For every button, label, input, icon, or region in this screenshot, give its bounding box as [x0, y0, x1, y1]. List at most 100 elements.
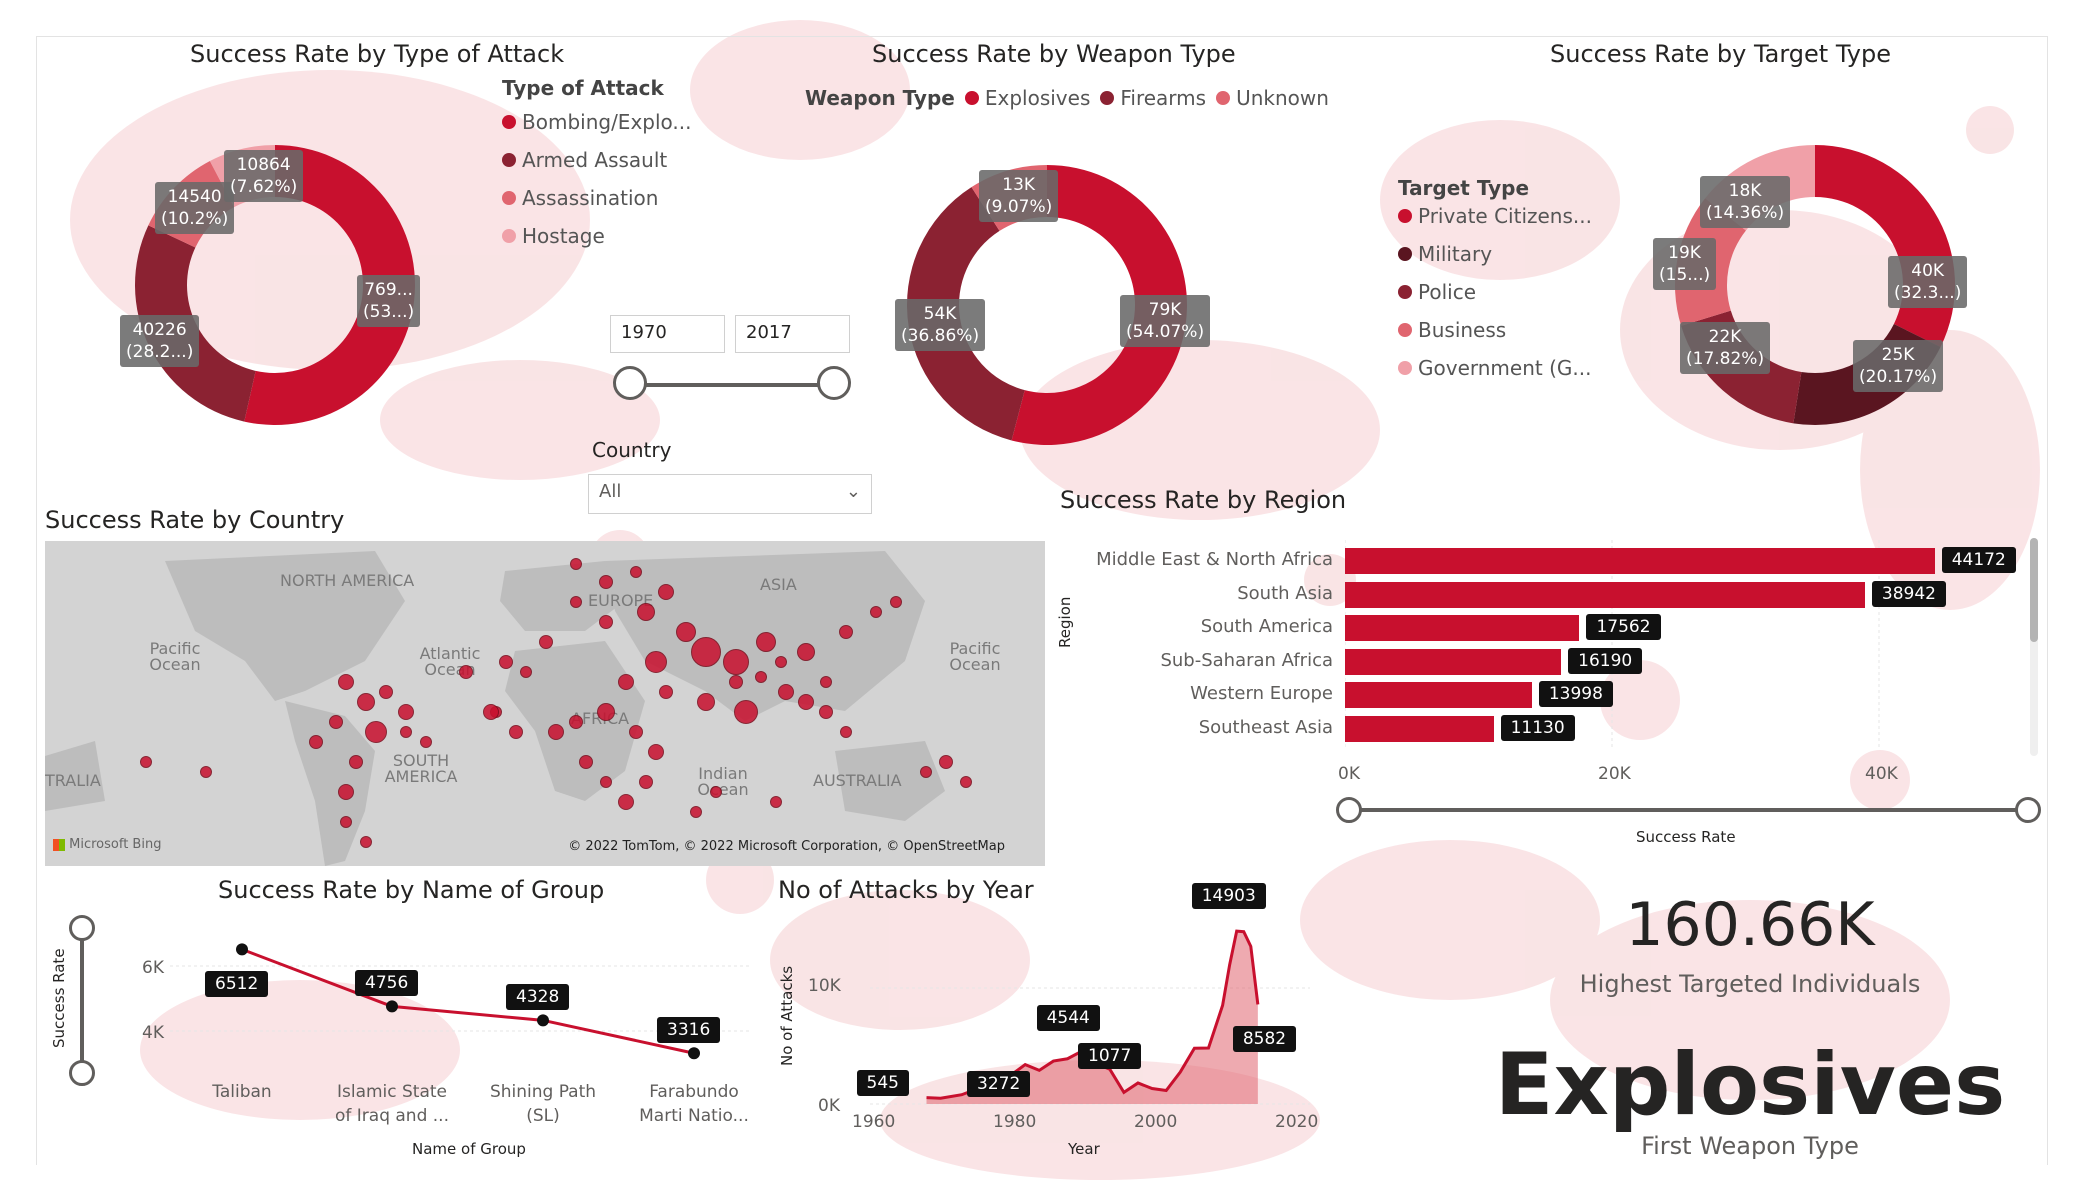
map-bubble[interactable] — [920, 766, 932, 778]
legend-item-business[interactable]: Business — [1398, 318, 1592, 342]
map-bubble[interactable] — [357, 693, 375, 711]
legend-item-unknown[interactable]: Unknown — [1216, 86, 1329, 110]
map-bubble[interactable] — [618, 794, 634, 810]
map-bubble[interactable] — [723, 649, 749, 675]
map-bubble[interactable] — [379, 685, 393, 699]
map-bubble[interactable] — [509, 725, 523, 739]
country-dropdown[interactable]: All ⌄ — [588, 474, 872, 514]
map-bubble[interactable] — [729, 675, 743, 689]
map-bubble[interactable] — [420, 736, 432, 748]
map-bubble[interactable] — [548, 724, 564, 740]
region-bar[interactable] — [1345, 615, 1580, 641]
region-bar[interactable] — [1345, 715, 1494, 742]
map-bubble[interactable] — [639, 775, 653, 789]
map-bubble[interactable] — [645, 651, 667, 673]
country-map[interactable]: NORTH AMERICA EUROPE ASIA Pacific Ocean … — [45, 541, 1045, 866]
group-line-chart[interactable] — [170, 930, 770, 1100]
map-bubble[interactable] — [840, 726, 852, 738]
map-bubble[interactable] — [340, 816, 352, 828]
map-bubble[interactable] — [570, 558, 582, 570]
legend-item-firearms[interactable]: Firearms — [1100, 86, 1206, 110]
group-range-handle-top[interactable] — [69, 915, 95, 941]
map-bubble[interactable] — [775, 656, 787, 668]
map-bubble[interactable] — [676, 622, 696, 642]
region-bar[interactable] — [1345, 581, 1865, 608]
map-bubble[interactable] — [691, 637, 721, 667]
map-bubble[interactable] — [839, 625, 853, 639]
map-bubble[interactable] — [756, 632, 776, 652]
legend-item-private-citizens[interactable]: Private Citizens... — [1398, 204, 1592, 228]
map-bubble[interactable] — [870, 606, 882, 618]
map-bubble[interactable] — [599, 615, 613, 629]
map-bubble[interactable] — [629, 725, 643, 739]
legend-item-hostage[interactable]: Hostage — [502, 224, 691, 248]
map-bubble[interactable] — [520, 666, 532, 678]
region-scrollbar[interactable] — [2030, 538, 2038, 756]
map-bubble[interactable] — [819, 705, 833, 719]
map-bubble[interactable] — [329, 715, 343, 729]
map-bubble[interactable] — [697, 693, 715, 711]
map-bubble[interactable] — [600, 776, 612, 788]
map-bubble[interactable] — [200, 766, 212, 778]
map-bubble[interactable] — [618, 674, 634, 690]
map-bubble[interactable] — [499, 655, 513, 669]
group-point[interactable] — [236, 943, 248, 956]
map-bubble[interactable] — [365, 721, 387, 743]
donut-slice[interactable] — [907, 187, 1025, 441]
map-bubble[interactable] — [734, 700, 758, 724]
map-bubble[interactable] — [798, 694, 814, 710]
legend-item-armed-assault[interactable]: Armed Assault — [502, 148, 691, 172]
map-bubble[interactable] — [658, 584, 674, 600]
donut-slice[interactable] — [244, 145, 416, 425]
legend-item-police[interactable]: Police — [1398, 280, 1592, 304]
region-bar[interactable] — [1345, 648, 1562, 675]
map-bubble[interactable] — [140, 756, 152, 768]
map-attribution[interactable]: © 2022 TomTom, © 2022 Microsoft Corporat… — [568, 839, 1005, 854]
legend-item-bombing[interactable]: Bombing/Explo... — [502, 110, 691, 134]
group-point[interactable] — [688, 1047, 700, 1060]
map-bubble[interactable] — [398, 704, 414, 720]
map-bubble[interactable] — [820, 676, 832, 688]
year-to-input[interactable]: 2017 — [735, 315, 850, 353]
region-scrollbar-thumb[interactable] — [2030, 538, 2038, 642]
map-bubble[interactable] — [939, 755, 953, 769]
map-bubble[interactable] — [569, 715, 583, 729]
year-slider-handle-end[interactable] — [817, 366, 851, 400]
map-bubble[interactable] — [890, 596, 902, 608]
group-point[interactable] — [537, 1014, 549, 1027]
region-range-handle-start[interactable] — [1336, 797, 1362, 823]
region-range-handle-end[interactable] — [2015, 797, 2041, 823]
map-bubble[interactable] — [960, 776, 972, 788]
map-bubble[interactable] — [630, 566, 642, 578]
group-range-handle-bottom[interactable] — [69, 1060, 95, 1086]
map-bubble[interactable] — [690, 806, 702, 818]
map-bubble[interactable] — [360, 836, 372, 848]
year-area-chart[interactable] — [870, 900, 1330, 1110]
map-bubble[interactable] — [778, 684, 794, 700]
map-bubble[interactable] — [338, 784, 354, 800]
map-bubble[interactable] — [459, 665, 473, 679]
donut-slice[interactable] — [1011, 165, 1187, 445]
map-bubble[interactable] — [637, 603, 655, 621]
legend-item-assassination[interactable]: Assassination — [502, 186, 691, 210]
year-slider-handle-start[interactable] — [613, 366, 647, 400]
map-bubble[interactable] — [710, 786, 722, 798]
map-bubble[interactable] — [797, 643, 815, 661]
map-bubble[interactable] — [648, 744, 664, 760]
donut-slice[interactable] — [1815, 145, 1955, 347]
legend-item-military[interactable]: Military — [1398, 242, 1592, 266]
map-bubble[interactable] — [570, 596, 582, 608]
region-bar[interactable] — [1345, 548, 1935, 574]
legend-item-explosives[interactable]: Explosives — [964, 86, 1090, 110]
legend-item-government[interactable]: Government (G... — [1398, 356, 1592, 380]
map-bubble[interactable] — [338, 674, 354, 690]
map-bubble[interactable] — [539, 635, 553, 649]
group-point[interactable] — [386, 1000, 398, 1013]
region-bar[interactable] — [1345, 682, 1532, 708]
map-bubble[interactable] — [770, 796, 782, 808]
map-bubble[interactable] — [400, 726, 412, 738]
map-bubble[interactable] — [309, 735, 323, 749]
year-from-input[interactable]: 1970 — [610, 315, 725, 353]
map-bubble[interactable] — [599, 575, 613, 589]
map-bubble[interactable] — [483, 704, 499, 720]
